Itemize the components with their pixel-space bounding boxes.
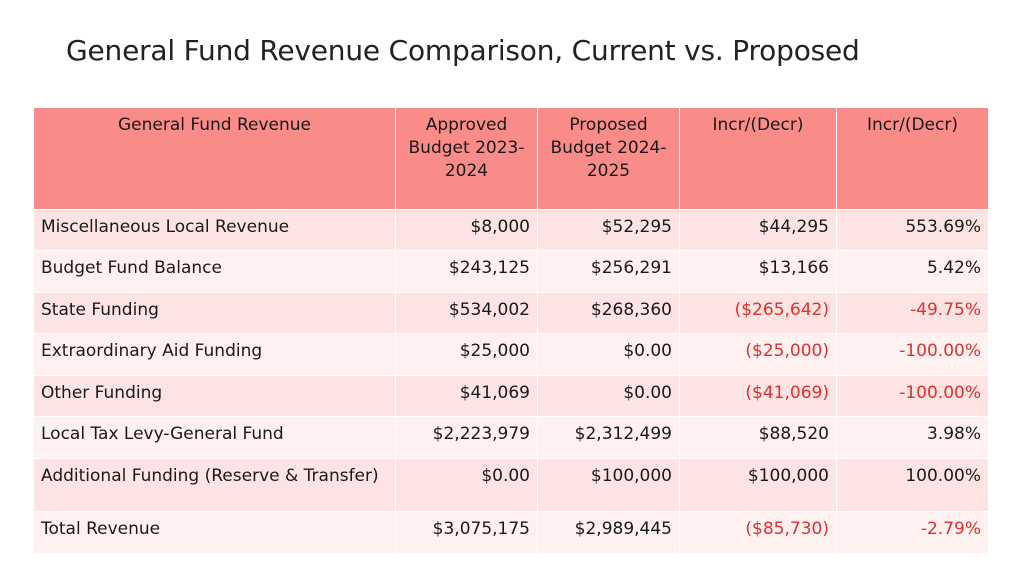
incr-decr-percent-cell: -49.75% <box>836 291 989 334</box>
incr-decr-amount-cell: ($25,000) <box>679 333 837 375</box>
table-row: Miscellaneous Local Revenue $8,000 $52,295… <box>33 208 989 251</box>
approved-budget-cell: $41,069 <box>395 374 538 417</box>
column-header-incr-decr-percent: Incr/(Decr) <box>836 108 989 209</box>
incr-decr-percent-cell: 3.98% <box>836 416 989 458</box>
incr-decr-amount-cell: $100,000 <box>679 457 837 511</box>
table-row: Extraordinary Aid Funding $25,000 $0.00 ($2… <box>33 333 989 375</box>
incr-decr-amount-cell: ($265,642) <box>679 291 837 334</box>
proposed-budget-cell: $2,312,499 <box>537 416 680 458</box>
row-label: Extraordinary Aid Funding <box>33 333 396 375</box>
incr-decr-percent-cell: 100.00% <box>836 457 989 511</box>
table-row: Other Funding $41,069 $0.00 ($41,069) -100.0… <box>33 374 989 417</box>
approved-budget-cell: $243,125 <box>395 250 538 292</box>
row-label: Budget Fund Balance <box>33 250 396 292</box>
column-header-approved-budget: Approved Budget 2023-2024 <box>395 108 538 209</box>
incr-decr-percent-cell: 553.69% <box>836 208 989 251</box>
row-label: Additional Funding (Reserve & Transfer) <box>33 457 396 511</box>
column-header-proposed-budget: Proposed Budget 2024-2025 <box>537 108 680 209</box>
incr-decr-percent-cell: -100.00% <box>836 333 989 375</box>
incr-decr-amount-cell: $44,295 <box>679 208 837 251</box>
incr-decr-percent-cell: 5.42% <box>836 250 989 292</box>
proposed-budget-cell: $100,000 <box>537 457 680 511</box>
row-label: Local Tax Levy-General Fund <box>33 416 396 458</box>
proposed-budget-cell: $0.00 <box>537 333 680 375</box>
revenue-table: General Fund Revenue Approved Budget 202… <box>33 108 989 553</box>
column-header-incr-decr-amount: Incr/(Decr) <box>679 108 837 209</box>
incr-decr-amount-cell: ($85,730) <box>679 510 837 553</box>
row-label: State Funding <box>33 291 396 334</box>
table-row: Local Tax Levy-General Fund $2,223,979 $2,… <box>33 416 989 458</box>
page-title: General Fund Revenue Comparison, Current… <box>66 34 860 67</box>
column-header-revenue: General Fund Revenue <box>33 108 396 209</box>
proposed-budget-cell: $268,360 <box>537 291 680 334</box>
row-label: Total Revenue <box>33 510 396 553</box>
table-row: Additional Funding (Reserve & Transfer) $… <box>33 457 989 511</box>
approved-budget-cell: $8,000 <box>395 208 538 251</box>
incr-decr-percent-cell: -2.79% <box>836 510 989 553</box>
incr-decr-amount-cell: ($41,069) <box>679 374 837 417</box>
proposed-budget-cell: $256,291 <box>537 250 680 292</box>
proposed-budget-cell: $52,295 <box>537 208 680 251</box>
row-label: Other Funding <box>33 374 396 417</box>
incr-decr-amount-cell: $88,520 <box>679 416 837 458</box>
approved-budget-cell: $0.00 <box>395 457 538 511</box>
table-row: Total Revenue $3,075,175 $2,989,445 ($85,73… <box>33 510 989 553</box>
proposed-budget-cell: $0.00 <box>537 374 680 417</box>
approved-budget-cell: $3,075,175 <box>395 510 538 553</box>
approved-budget-cell: $25,000 <box>395 333 538 375</box>
proposed-budget-cell: $2,989,445 <box>537 510 680 553</box>
incr-decr-amount-cell: $13,166 <box>679 250 837 292</box>
incr-decr-percent-cell: -100.00% <box>836 374 989 417</box>
table-row: Budget Fund Balance $243,125 $256,291 $13,1… <box>33 250 989 292</box>
table-row: State Funding $534,002 $268,360 ($265,642) -… <box>33 291 989 334</box>
row-label: Miscellaneous Local Revenue <box>33 208 396 251</box>
approved-budget-cell: $534,002 <box>395 291 538 334</box>
approved-budget-cell: $2,223,979 <box>395 416 538 458</box>
table-header-row: General Fund Revenue Approved Budget 202… <box>33 108 989 209</box>
